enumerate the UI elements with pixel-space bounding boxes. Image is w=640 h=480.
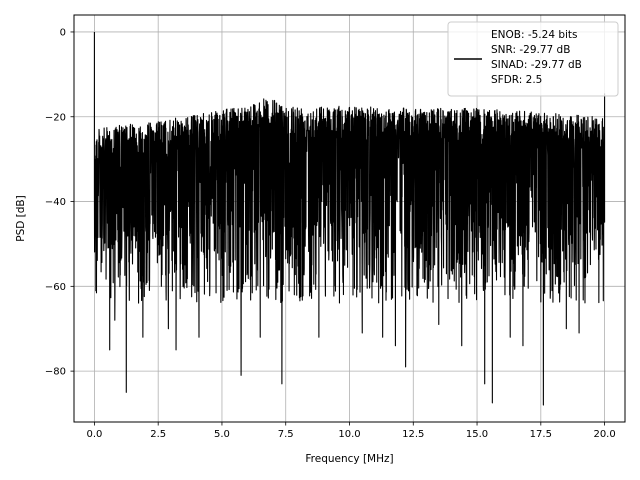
y-axis-label: PSD [dB] xyxy=(15,195,27,241)
legend-text-enob: ENOB: -5.24 bits xyxy=(491,29,578,41)
legend-text-sinad: SINAD: -29.77 dB xyxy=(491,59,582,71)
y-tick-label: 0 xyxy=(60,27,66,38)
x-axis-label: Frequency [MHz] xyxy=(305,453,393,465)
ticks: 0.0 2.5 5.0 7.5 10.0 12.5 15.0 17.5 20.0 0 −20 −40 −… xyxy=(45,27,616,440)
x-tick-label: 2.5 xyxy=(150,429,166,440)
x-tick-label: 12.5 xyxy=(402,429,424,440)
y-tick-label: −40 xyxy=(45,197,66,208)
x-tick-label: 5.0 xyxy=(214,429,230,440)
x-tick-label: 15.0 xyxy=(466,429,488,440)
x-tick-label: 17.5 xyxy=(530,429,552,440)
plot-area xyxy=(93,31,606,406)
y-tick-label: −60 xyxy=(45,282,66,293)
legend-text-snr: SNR: -29.77 dB xyxy=(491,44,570,56)
psd-series-line xyxy=(93,31,606,406)
x-tick-label: 0.0 xyxy=(86,429,102,440)
x-tick-label: 7.5 xyxy=(278,429,294,440)
legend-text-sfdr: SFDR: 2.5 xyxy=(491,74,542,86)
y-tick-label: −80 xyxy=(45,367,66,378)
legend: ENOB: -5.24 bits SNR: -29.77 dB SINAD: -… xyxy=(447,21,619,97)
y-tick-label: −20 xyxy=(45,112,66,123)
x-tick-label: 10.0 xyxy=(338,429,360,440)
x-tick-label: 20.0 xyxy=(593,429,615,440)
legend-box xyxy=(447,21,619,97)
